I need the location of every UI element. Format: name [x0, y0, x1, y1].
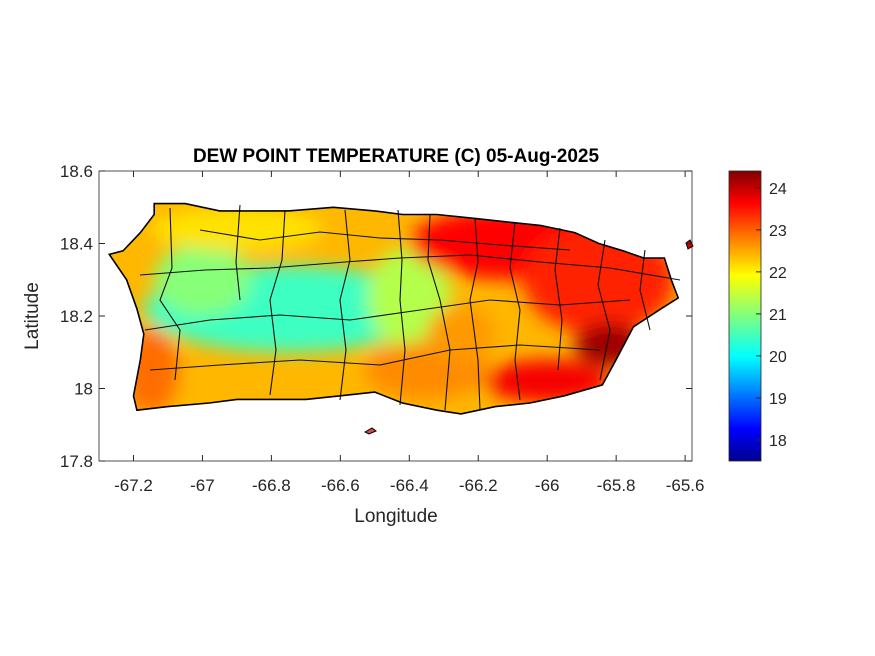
caja-de-muertos-island: [363, 427, 377, 435]
island-coastline: [107, 202, 680, 415]
municipality-border: [397, 209, 406, 406]
municipality-border: [427, 214, 451, 411]
field-blob: [150, 207, 324, 251]
colorbar-tick-label: 19: [769, 391, 787, 408]
colorbar-tick-label: 24: [769, 181, 787, 198]
municipality-border: [339, 209, 351, 401]
colorbar-tick-label: 20: [769, 349, 787, 366]
x-tick-label: -66.8: [252, 476, 291, 495]
colorbar-ticks: 24 23 22 21 20 19 18: [756, 181, 787, 450]
municipality-border: [159, 207, 181, 381]
x-tick-label: -65.6: [666, 476, 705, 495]
x-tick-label: -67.2: [114, 476, 153, 495]
x-axis-label: Longitude: [354, 506, 437, 527]
municipality-border: [235, 204, 241, 301]
x-tick-label: -65.8: [597, 476, 636, 495]
colorbar-tick-label: 21: [769, 307, 787, 324]
y-tick-label: 18.4: [60, 235, 93, 254]
map-title: DEW POINT TEMPERATURE (C) 05-Aug-2025: [193, 146, 600, 167]
municipality-border: [597, 239, 611, 381]
municipality-border: [509, 221, 521, 401]
municipality-border: [469, 217, 481, 411]
x-tick-label: -67: [190, 476, 215, 495]
y-tick-label: 18.2: [60, 307, 93, 326]
municipality-borders: [139, 204, 681, 411]
x-tick-label: -66.4: [390, 476, 429, 495]
colorbar-tick-label: 22: [769, 265, 787, 282]
colorbar: [728, 170, 762, 462]
y-tick-label: 18.6: [60, 162, 93, 181]
municipality-border: [144, 299, 631, 331]
field-blob: [154, 243, 251, 316]
x-tick-label: -66: [535, 476, 560, 495]
x-tick-label: -66.6: [321, 476, 360, 495]
municipality-border: [139, 254, 681, 281]
y-axis: 18.6 18.4 18.2 18 17.8: [60, 162, 692, 471]
field-blob: [426, 305, 496, 364]
east-islet: [685, 239, 694, 250]
x-axis: -67.2 -67 -66.8 -66.6 -66.4 -66.2 -66 -65.8 -65.…: [114, 171, 704, 495]
colorbar-tick-label: 23: [769, 223, 787, 240]
municipality-border: [149, 344, 601, 371]
municipality-border: [639, 249, 651, 331]
y-tick-label: 18: [74, 380, 93, 399]
x-tick-label: -66.2: [459, 476, 498, 495]
y-axis-label: Latitude: [22, 282, 43, 350]
y-tick-label: 17.8: [60, 452, 93, 471]
municipality-border: [269, 209, 286, 396]
colorbar-tick-label: 18: [769, 433, 787, 450]
municipality-border: [199, 229, 571, 251]
